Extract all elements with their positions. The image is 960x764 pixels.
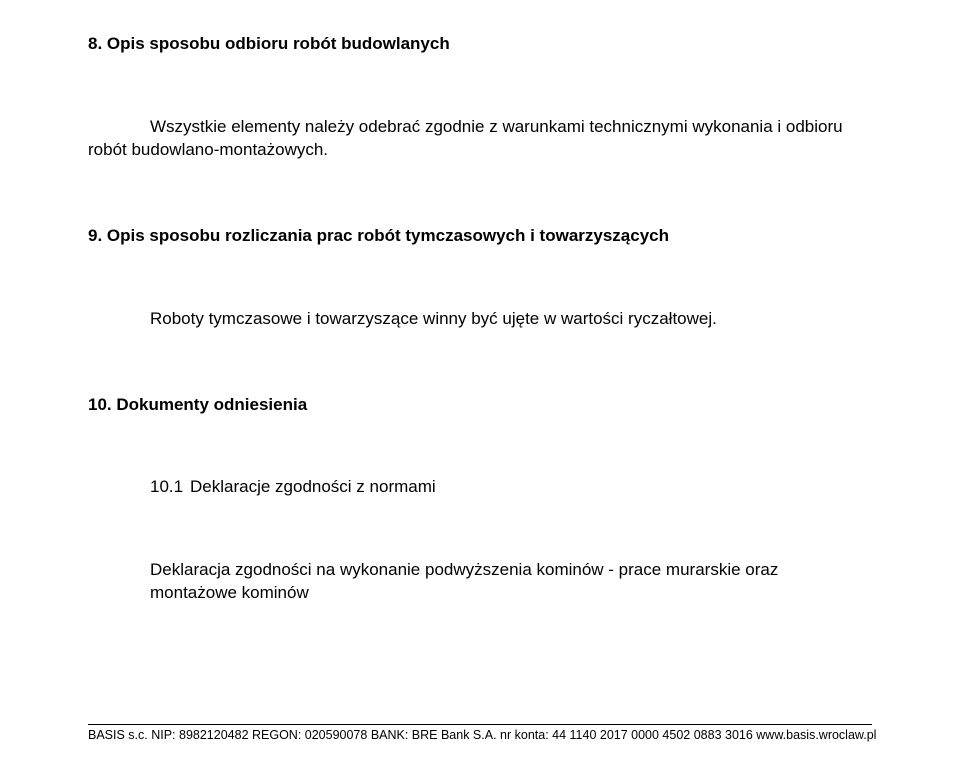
section-3-subheading: 10.1 Deklaracje zgodności z normami bbox=[150, 477, 872, 497]
section-3-body: Deklaracja zgodności na wykonanie podwyż… bbox=[150, 559, 790, 605]
section-3-sub-label: Deklaracje zgodności z normami bbox=[190, 477, 436, 497]
section-1-body: Wszystkie elementy należy odebrać zgodni… bbox=[88, 116, 872, 162]
section-3-heading: 10. Dokumenty odniesienia bbox=[88, 395, 872, 415]
section-1-heading: 8. Opis sposobu odbioru robót budowlanyc… bbox=[88, 34, 872, 54]
section-2-heading: 9. Opis sposobu rozliczania prac robót t… bbox=[88, 226, 872, 246]
page-footer: BASIS s.c. NIP: 8982120482 REGON: 020590… bbox=[88, 724, 872, 742]
section-3-sub-number: 10.1 bbox=[150, 477, 190, 497]
document-page: 8. Opis sposobu odbioru robót budowlanyc… bbox=[0, 0, 960, 764]
section-2-body: Roboty tymczasowe i towarzyszące winny b… bbox=[150, 308, 872, 331]
